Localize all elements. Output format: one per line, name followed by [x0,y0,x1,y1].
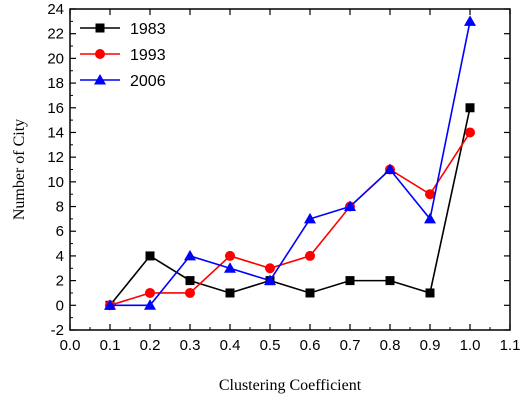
y-tick-label: 18 [47,75,64,92]
y-tick-label: 6 [56,223,64,240]
x-tick-label: 0.0 [60,337,81,354]
x-tick-label: 0.1 [100,337,121,354]
axis-ticks: 0.0 0.1 0.2 0.3 0.4 0.5 0.6 0.7 0.8 0.9 1.0 1.1 -2 0 2… [47,1,520,354]
data-point-2006 [344,200,356,212]
y-tick-label: 20 [47,50,64,67]
y-tick-label: 0 [56,297,64,314]
data-point-1993 [145,287,155,298]
data-point-2006 [304,212,316,224]
y-tick-label: 2 [56,273,64,290]
legend-label: 2006 [130,73,166,90]
data-point-2006 [464,15,476,26]
x-tick-label: 1.1 [500,337,521,354]
data-point-2006 [224,262,236,273]
data-point-2006 [384,163,396,174]
legend-label: 1993 [130,47,166,64]
x-tick-label: 0.2 [140,337,161,354]
y-tick-label: 8 [56,199,64,216]
x-axis-title: Clustering Coefficient [219,377,362,394]
series-1993 [105,127,475,311]
data-point-1983 [225,288,235,298]
data-point-2006 [104,299,116,310]
y-tick-label: 12 [47,149,64,166]
data-point-2006 [264,274,276,286]
legend-marker [95,49,105,59]
y-tick-label: 24 [47,1,64,18]
legend-label: 1983 [130,21,166,38]
y-tick-label: 16 [47,100,64,117]
legend-marker [95,23,105,33]
x-tick-label: 0.6 [300,337,321,354]
data-point-1983 [385,276,395,286]
data-point-1993 [185,287,195,298]
x-tick-label: 0.9 [420,337,441,354]
x-tick-label: 1.0 [460,337,481,354]
x-tick-label: 0.7 [340,337,361,354]
data-point-1993 [265,263,275,274]
data-point-1983 [425,288,435,298]
data-point-2006 [424,212,436,224]
legend-item-1983: 1983 [80,21,166,38]
data-point-2006 [144,299,156,310]
x-tick-label: 0.8 [380,337,401,354]
data-point-1993 [425,189,435,200]
series-2006 [104,15,476,310]
data-point-1983 [345,276,355,286]
data-point-1993 [305,250,315,261]
data-point-1983 [185,276,195,286]
y-tick-label: -2 [51,322,64,339]
data-point-1983 [465,103,475,113]
y-tick-label: 22 [47,26,64,43]
data-point-1993 [225,250,235,261]
y-tick-label: 4 [56,248,64,265]
x-tick-label: 0.5 [260,337,281,354]
data-point-1983 [145,251,155,261]
series-line-1993 [109,132,471,307]
data-point-1983 [305,288,315,298]
data-point-2006 [184,249,196,261]
y-tick-label: 14 [47,124,64,141]
legend: 1983 1993 2006 [80,21,166,90]
legend-item-2006: 2006 [80,73,166,90]
series-line-1983 [109,107,471,306]
y-tick-label: 10 [47,174,64,191]
x-tick-label: 0.4 [220,337,241,354]
y-axis-title: Number of City [11,119,28,220]
data-point-1993 [465,127,475,138]
legend-item-1993: 1993 [80,47,166,64]
legend-marker [94,74,106,85]
x-tick-label: 0.3 [180,337,201,354]
series-line-2006 [110,21,471,307]
data-series [104,15,476,311]
